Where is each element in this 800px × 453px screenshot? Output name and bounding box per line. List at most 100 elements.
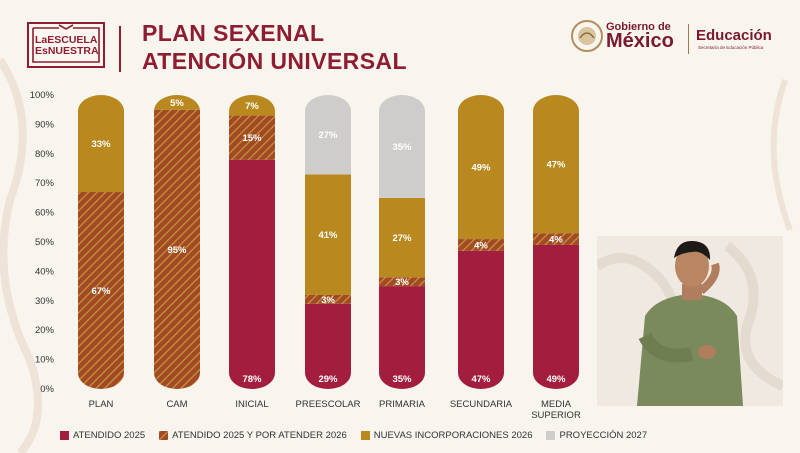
data-label: 27% <box>392 233 412 244</box>
bar-plan <box>78 95 124 389</box>
data-label: 27% <box>318 130 338 141</box>
logo-line1: LaESCUELA <box>35 34 98 46</box>
data-label: 33% <box>91 139 111 150</box>
legend-label: NUEVAS INCORPORACIONES 2026 <box>373 430 533 441</box>
data-label: 47% <box>546 160 566 171</box>
data-label: 49% <box>546 374 566 385</box>
bar-segment <box>379 197 425 278</box>
data-label: 3% <box>395 277 409 288</box>
chart-legend: ATENDIDO 2025 ATENDIDO 2025 Y POR ATENDE… <box>60 430 647 441</box>
x-tick-label: SUPERIOR <box>531 410 581 421</box>
data-label: 47% <box>471 374 491 385</box>
bar-segment <box>379 95 425 198</box>
bar-segment <box>458 250 504 389</box>
data-label: 4% <box>474 240 488 251</box>
legend-item-atendido-2025: ATENDIDO 2025 <box>60 430 145 441</box>
data-label: 35% <box>392 374 412 385</box>
data-label: 78% <box>242 374 262 385</box>
data-label: 5% <box>170 98 184 109</box>
gobierno-de-text: Gobierno de <box>606 21 671 33</box>
title-line2: ATENCIÓN UNIVERSAL <box>142 48 407 74</box>
bar-segment <box>379 286 425 389</box>
bar-inicial <box>229 95 275 389</box>
y-tick-label: 100% <box>30 90 55 101</box>
bar-cam <box>154 95 200 389</box>
bar-segment <box>305 174 351 295</box>
legend-item-nuevas-incorporaciones: NUEVAS INCORPORACIONES 2026 <box>360 430 533 441</box>
data-label: 3% <box>321 295 335 306</box>
educacion-subtitle: Secretaría de Educación Pública <box>698 45 764 50</box>
data-label: 29% <box>318 374 338 385</box>
bar-segment <box>154 109 200 389</box>
bar-preescolar <box>305 95 351 389</box>
logo-divider <box>688 24 689 54</box>
title-line1: PLAN SEXENAL <box>142 20 325 46</box>
bar-segment <box>305 95 351 175</box>
book-icon <box>32 24 100 63</box>
bar-segment <box>229 95 275 116</box>
legend-swatch <box>546 431 556 440</box>
mexico-text: México <box>606 30 674 52</box>
stacked-bar-chart: 0% 10% 20% 30% 40% 50% 60% 70% 80% 90% 100% 67% 33%… <box>30 90 581 421</box>
y-tick-label: 10% <box>35 355 55 366</box>
gobierno-seal-icon <box>571 20 603 52</box>
y-tick-label: 60% <box>35 208 55 219</box>
bar-segment <box>78 95 124 193</box>
bar-primaria <box>379 95 425 389</box>
bar-segment <box>154 95 200 110</box>
x-tick-label: MEDIA <box>541 399 572 410</box>
y-tick-label: 20% <box>35 325 55 336</box>
page-title: PLAN SEXENAL ATENCIÓN UNIVERSAL <box>142 19 407 75</box>
interpreter-figure <box>597 236 783 406</box>
legend-swatch <box>159 431 169 440</box>
x-tick-label: INICIAL <box>235 399 268 410</box>
data-label: 4% <box>549 235 563 246</box>
bar-segment <box>305 294 351 304</box>
la-escuela-es-nuestra-logo: LaESCUELA EsNUESTRA <box>27 22 105 68</box>
bar-segment <box>458 239 504 251</box>
y-tick-label: 40% <box>35 266 55 277</box>
bar-segment <box>533 233 579 245</box>
bar-segment <box>458 95 504 240</box>
educacion-text: Educación <box>696 27 772 44</box>
y-tick-label: 90% <box>35 119 55 130</box>
bar-segment <box>229 115 275 160</box>
y-tick-label: 70% <box>35 178 55 189</box>
bar-segment <box>533 244 579 389</box>
x-tick-label: CAM <box>166 399 187 410</box>
data-label: 15% <box>242 133 262 144</box>
x-tick-label: PRIMARIA <box>379 399 426 410</box>
y-tick-label: 50% <box>35 237 55 248</box>
y-tick-label: 80% <box>35 149 55 160</box>
y-tick-label: 0% <box>40 384 54 395</box>
logo-line2: EsNUESTRA <box>35 45 99 57</box>
x-tick-label: PREESCOLAR <box>296 399 361 410</box>
bar-segment <box>78 192 124 389</box>
header-divider <box>119 26 121 72</box>
data-label: 67% <box>91 286 111 297</box>
data-label: 95% <box>167 245 187 256</box>
y-tick-label: 30% <box>35 296 55 307</box>
data-label: 7% <box>245 101 259 112</box>
x-tick-label: SECUNDARIA <box>450 399 513 410</box>
bar-segment <box>305 303 351 389</box>
legend-label: PROYECCIÓN 2027 <box>559 430 648 441</box>
header: LaESCUELA EsNUESTRA PLAN SEXENAL ATENCIÓ… <box>0 0 800 86</box>
legend-swatch <box>60 431 69 440</box>
sign-language-interpreter-video <box>597 236 783 406</box>
data-label: 35% <box>392 142 412 153</box>
data-label: 41% <box>318 230 338 241</box>
data-label: 49% <box>471 163 491 174</box>
legend-item-atendido-por-atender: ATENDIDO 2025 Y POR ATENDER 2026 <box>159 430 347 441</box>
x-tick-label: PLAN <box>89 399 114 410</box>
bar-media-superior <box>533 95 579 389</box>
bar-secundaria <box>458 95 504 389</box>
legend-label: ATENDIDO 2025 Y POR ATENDER 2026 <box>172 430 347 441</box>
bar-segment <box>533 95 579 234</box>
bar-segment <box>379 277 425 287</box>
bar-segment <box>229 159 275 389</box>
legend-swatch <box>360 431 370 440</box>
legend-item-proyeccion-2027: PROYECCIÓN 2027 <box>546 430 647 441</box>
legend-label: ATENDIDO 2025 <box>73 430 146 441</box>
